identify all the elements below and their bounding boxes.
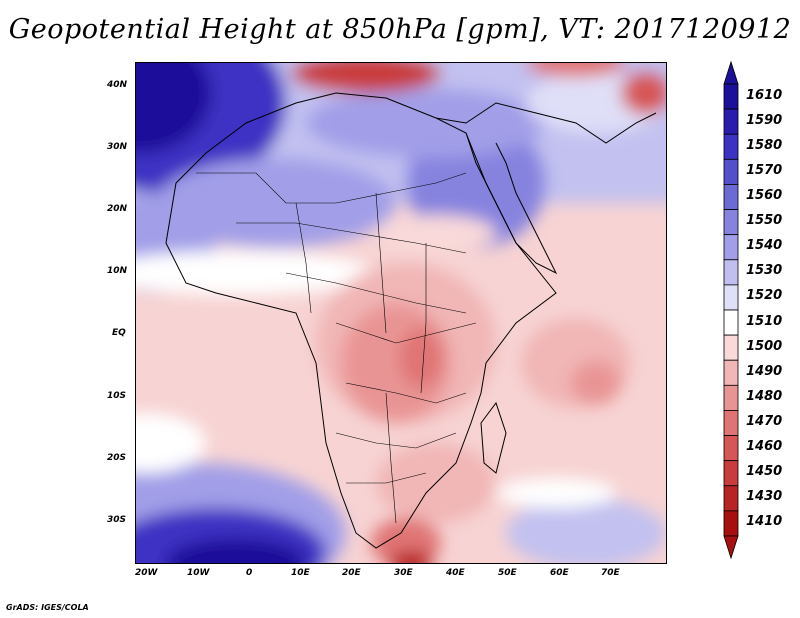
coastlines — [165, 92, 657, 549]
lat-tick-40n: 40N — [107, 80, 128, 90]
colorbar-swatch — [723, 234, 739, 261]
colorbar-swatch — [723, 284, 739, 311]
colorbar-swatch — [723, 209, 739, 236]
lat-tick-10n: 10N — [107, 266, 128, 276]
colorbar-label: 1530 — [746, 263, 783, 279]
colorbar-label: 1470 — [746, 414, 783, 429]
colorbar-swatch — [723, 460, 739, 487]
colorbar-swatch — [723, 485, 739, 512]
colorbar-label: 1590 — [746, 112, 783, 128]
colorbar-label: 1450 — [746, 464, 783, 480]
colorbar-swatch — [723, 133, 739, 160]
colorbar — [723, 60, 739, 560]
colorbar-label: 1540 — [746, 238, 783, 254]
colorbar-label: 1560 — [746, 188, 783, 203]
colorbar-label: 1550 — [746, 213, 783, 229]
colorbar-swatch — [723, 510, 739, 537]
colorbar-swatch — [723, 334, 739, 361]
colorbar-label: 1480 — [746, 388, 783, 404]
colorbar-swatch — [723, 410, 739, 436]
colorbar-label: 1430 — [746, 489, 783, 505]
colorbar-label: 1500 — [746, 338, 783, 354]
colorbar-min-arrow — [723, 535, 739, 560]
lon-tick-70e: 70E — [601, 568, 620, 578]
lon-tick-50e: 50E — [498, 568, 517, 578]
colorbar-swatch — [723, 184, 739, 210]
colorbar-label: 1610 — [746, 87, 783, 103]
colorbar-label: 1490 — [746, 363, 783, 379]
colorbar-swatch — [723, 83, 739, 110]
lat-tick-20s: 20S — [107, 453, 127, 463]
lon-tick-10e: 10E — [291, 568, 310, 578]
colorbar-swatch — [723, 108, 739, 135]
lon-tick-30e: 30E — [394, 568, 413, 578]
map-panel — [135, 62, 667, 564]
lon-tick-40e: 40E — [446, 568, 465, 578]
lon-tick-20e: 20E — [342, 568, 361, 578]
lon-tick-20w: 20W — [135, 568, 158, 578]
map-field — [136, 63, 666, 563]
colorbar-label: 1580 — [746, 137, 783, 153]
colorbar-swatch — [723, 435, 739, 462]
colorbar-label: 1410 — [746, 514, 783, 530]
colorbar-max-arrow — [723, 60, 739, 85]
height-field — [136, 63, 666, 563]
colorbar-swatch — [723, 384, 739, 411]
lon-tick-10w: 10W — [187, 568, 210, 578]
lat-tick-20n: 20N — [107, 204, 128, 214]
credit-text: GrADS: IGES/COLA — [6, 603, 89, 612]
lat-tick-10s: 10S — [107, 391, 127, 401]
colorbar-swatch — [723, 309, 739, 336]
colorbar-label: 1510 — [746, 313, 783, 329]
colorbar-swatch — [723, 259, 739, 286]
lon-tick-0: 0 — [246, 568, 253, 578]
colorbar-label: 1520 — [746, 288, 783, 304]
lon-tick-60e: 60E — [550, 568, 569, 578]
chart-title: Geopotential Height at 850hPa [gpm], VT:… — [8, 14, 792, 45]
lat-tick-30s: 30S — [107, 515, 127, 525]
colorbar-label: 1460 — [746, 439, 783, 455]
lat-tick-30n: 30N — [107, 142, 128, 152]
colorbar-swatch — [723, 158, 739, 185]
country-borders — [196, 172, 477, 524]
colorbar-swatch — [723, 359, 739, 386]
lat-tick-eq: EQ — [112, 328, 126, 338]
colorbar-label: 1570 — [746, 162, 783, 178]
